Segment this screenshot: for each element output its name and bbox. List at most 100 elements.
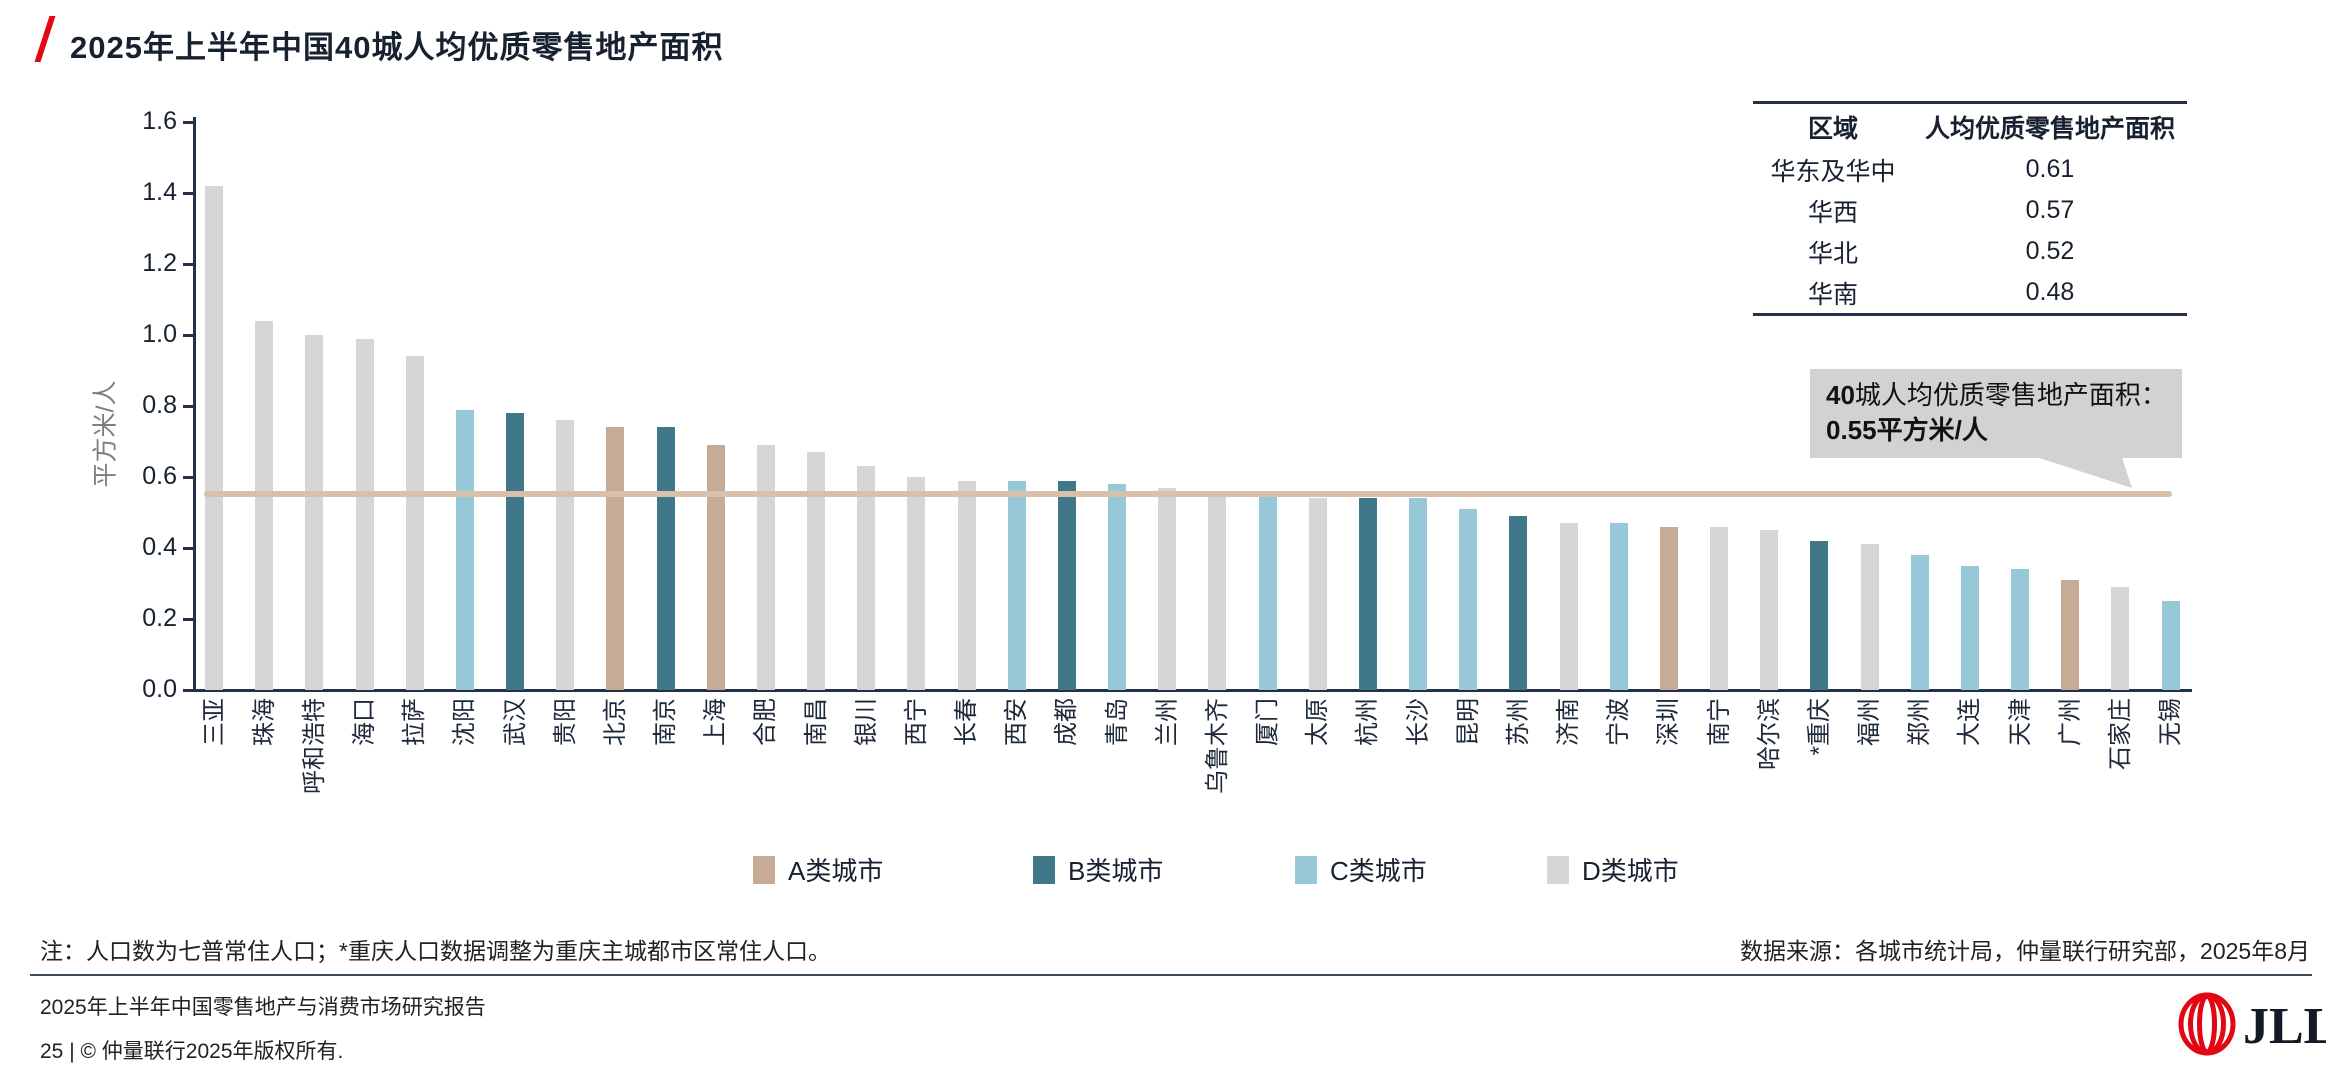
table-row: 华北 0.52 bbox=[1753, 231, 2187, 272]
legend-label: B类城市 bbox=[1068, 856, 1164, 886]
x-axis-label-大连: 大连 bbox=[1956, 698, 1984, 746]
legend-item-A类城市: A类城市 bbox=[753, 851, 883, 888]
jll-logo: JLL bbox=[2176, 992, 2338, 1063]
legend-label: A类城市 bbox=[788, 856, 884, 886]
x-axis-label-成都: 成都 bbox=[1053, 698, 1081, 746]
x-axis-label-厦门: 厦门 bbox=[1254, 698, 1282, 746]
legend-label: C类城市 bbox=[1330, 856, 1427, 886]
x-axis-label-北京: 北京 bbox=[601, 698, 629, 746]
bar-兰州 bbox=[1158, 488, 1177, 690]
bar-宁波 bbox=[1609, 523, 1628, 690]
jll-circles-icon bbox=[2178, 992, 2236, 1056]
bar-海口 bbox=[355, 339, 374, 690]
y-tick-mark bbox=[183, 121, 194, 124]
value-cell: 0.52 bbox=[2025, 237, 2075, 265]
x-axis-label-济南: 济南 bbox=[1555, 698, 1583, 746]
x-axis-label-*重庆: *重庆 bbox=[1805, 698, 1833, 756]
y-tick-label: 0.0 bbox=[142, 675, 177, 703]
legend-swatch bbox=[1295, 855, 1317, 884]
table-header-region: 区域 bbox=[1807, 114, 1858, 143]
region-cell: 华南 bbox=[1807, 280, 1858, 309]
bar-珠海 bbox=[255, 321, 274, 690]
bar-沈阳 bbox=[455, 410, 474, 690]
callout-prefix: 城人均优质零售地产面积： bbox=[1854, 380, 2167, 410]
legend-swatch bbox=[1547, 855, 1569, 884]
bar-西宁 bbox=[907, 477, 926, 690]
x-axis-label-石家庄: 石家庄 bbox=[2106, 698, 2134, 770]
x-axis-label-南昌: 南昌 bbox=[802, 698, 830, 746]
x-axis-label-海口: 海口 bbox=[351, 698, 378, 746]
x-axis-label-宁波: 宁波 bbox=[1605, 698, 1633, 746]
y-tick-mark bbox=[183, 618, 194, 621]
table-header-area: 人均优质零售地产面积 bbox=[1924, 114, 2175, 143]
bar-西安 bbox=[1007, 481, 1026, 690]
average-callout: 40城人均优质零售地产面积： 0.55平方米/人 bbox=[1810, 369, 2182, 458]
x-axis-label-拉萨: 拉萨 bbox=[401, 698, 429, 746]
bar-拉萨 bbox=[405, 356, 424, 690]
y-tick-label: 0.2 bbox=[142, 604, 177, 632]
bar-银川 bbox=[857, 466, 876, 690]
x-axis-label-三亚: 三亚 bbox=[200, 698, 228, 746]
bar-呼和浩特 bbox=[305, 335, 324, 690]
x-axis-label-南宁: 南宁 bbox=[1705, 698, 1733, 746]
copyright: 25 | © 仲量联行2025年版权所有. bbox=[40, 1040, 344, 1063]
x-axis-label-广州: 广州 bbox=[2056, 698, 2084, 746]
y-tick-mark bbox=[183, 405, 194, 408]
x-axis-label-珠海: 珠海 bbox=[250, 698, 278, 746]
bar-深圳 bbox=[1659, 527, 1678, 690]
y-tick-label: 1.0 bbox=[142, 320, 177, 348]
footer-divider bbox=[30, 974, 2312, 976]
y-tick-mark bbox=[183, 263, 194, 266]
x-axis-label-银川: 银川 bbox=[852, 698, 880, 746]
bar-上海 bbox=[706, 445, 725, 690]
x-axis-label-兰州: 兰州 bbox=[1153, 698, 1181, 746]
callout-prefix-bold: 40 bbox=[1826, 380, 1855, 410]
x-axis-label-沈阳: 沈阳 bbox=[451, 698, 479, 746]
bar-三亚 bbox=[205, 186, 223, 690]
bar-南京 bbox=[656, 427, 675, 690]
bar-*重庆 bbox=[1810, 541, 1829, 690]
y-tick-mark bbox=[183, 689, 194, 692]
value-cell: 0.57 bbox=[2025, 196, 2075, 224]
bar-青岛 bbox=[1108, 484, 1127, 690]
bar-长春 bbox=[957, 481, 976, 690]
bar-无锡 bbox=[2161, 601, 2180, 690]
data-source: 数据来源：各城市统计局，仲量联行研究部，2025年8月 bbox=[1740, 938, 2310, 964]
bar-成都 bbox=[1057, 481, 1076, 690]
table-body: 华东及华中 0.61 华西 0.57 华北 0.52 华南 0.48 bbox=[1753, 149, 2187, 313]
table-row: 华西 0.57 bbox=[1753, 190, 2187, 231]
y-tick-label: 0.8 bbox=[142, 391, 177, 419]
callout-tail bbox=[2033, 456, 2132, 488]
bar-广州 bbox=[2061, 580, 2080, 690]
legend-label: D类城市 bbox=[1582, 856, 1679, 886]
bar-济南 bbox=[1559, 523, 1578, 690]
region-cell: 华西 bbox=[1807, 198, 1858, 227]
bar-哈尔滨 bbox=[1760, 530, 1779, 690]
x-axis-label-西安: 西安 bbox=[1003, 698, 1031, 746]
x-axis-label-杭州: 杭州 bbox=[1354, 698, 1382, 746]
x-axis-label-西宁: 西宁 bbox=[902, 698, 930, 746]
y-tick-label: 1.6 bbox=[142, 107, 177, 135]
bar-贵阳 bbox=[556, 420, 575, 690]
x-axis-label-乌鲁木齐: 乌鲁木齐 bbox=[1203, 698, 1231, 794]
bar-武汉 bbox=[506, 413, 525, 690]
jll-logo-text: JLL bbox=[2243, 998, 2326, 1055]
region-cell: 华东及华中 bbox=[1770, 157, 1896, 186]
y-axis-label: 平方米/人 bbox=[91, 380, 120, 488]
bar-北京 bbox=[606, 427, 625, 690]
report-title: 2025年上半年中国零售地产与消费市场研究报告 bbox=[40, 996, 486, 1019]
x-axis-label-深圳: 深圳 bbox=[1655, 698, 1683, 746]
bar-长沙 bbox=[1409, 498, 1428, 690]
x-axis-label-郑州: 郑州 bbox=[1906, 698, 1934, 746]
y-tick-label: 0.4 bbox=[142, 533, 177, 561]
bar-杭州 bbox=[1358, 498, 1377, 690]
y-tick-label: 1.4 bbox=[142, 178, 177, 206]
x-axis-label-合肥: 合肥 bbox=[752, 698, 780, 746]
legend-item-C类城市: C类城市 bbox=[1295, 851, 1427, 888]
x-axis-line bbox=[193, 689, 2192, 692]
footnote: 注：人口数为七普常住人口；*重庆人口数据调整为重庆主城都市区常住人口。 bbox=[40, 938, 831, 964]
x-axis-label-长沙: 长沙 bbox=[1404, 698, 1432, 746]
value-cell: 0.61 bbox=[2025, 155, 2075, 183]
x-axis-label-青岛: 青岛 bbox=[1103, 698, 1131, 746]
